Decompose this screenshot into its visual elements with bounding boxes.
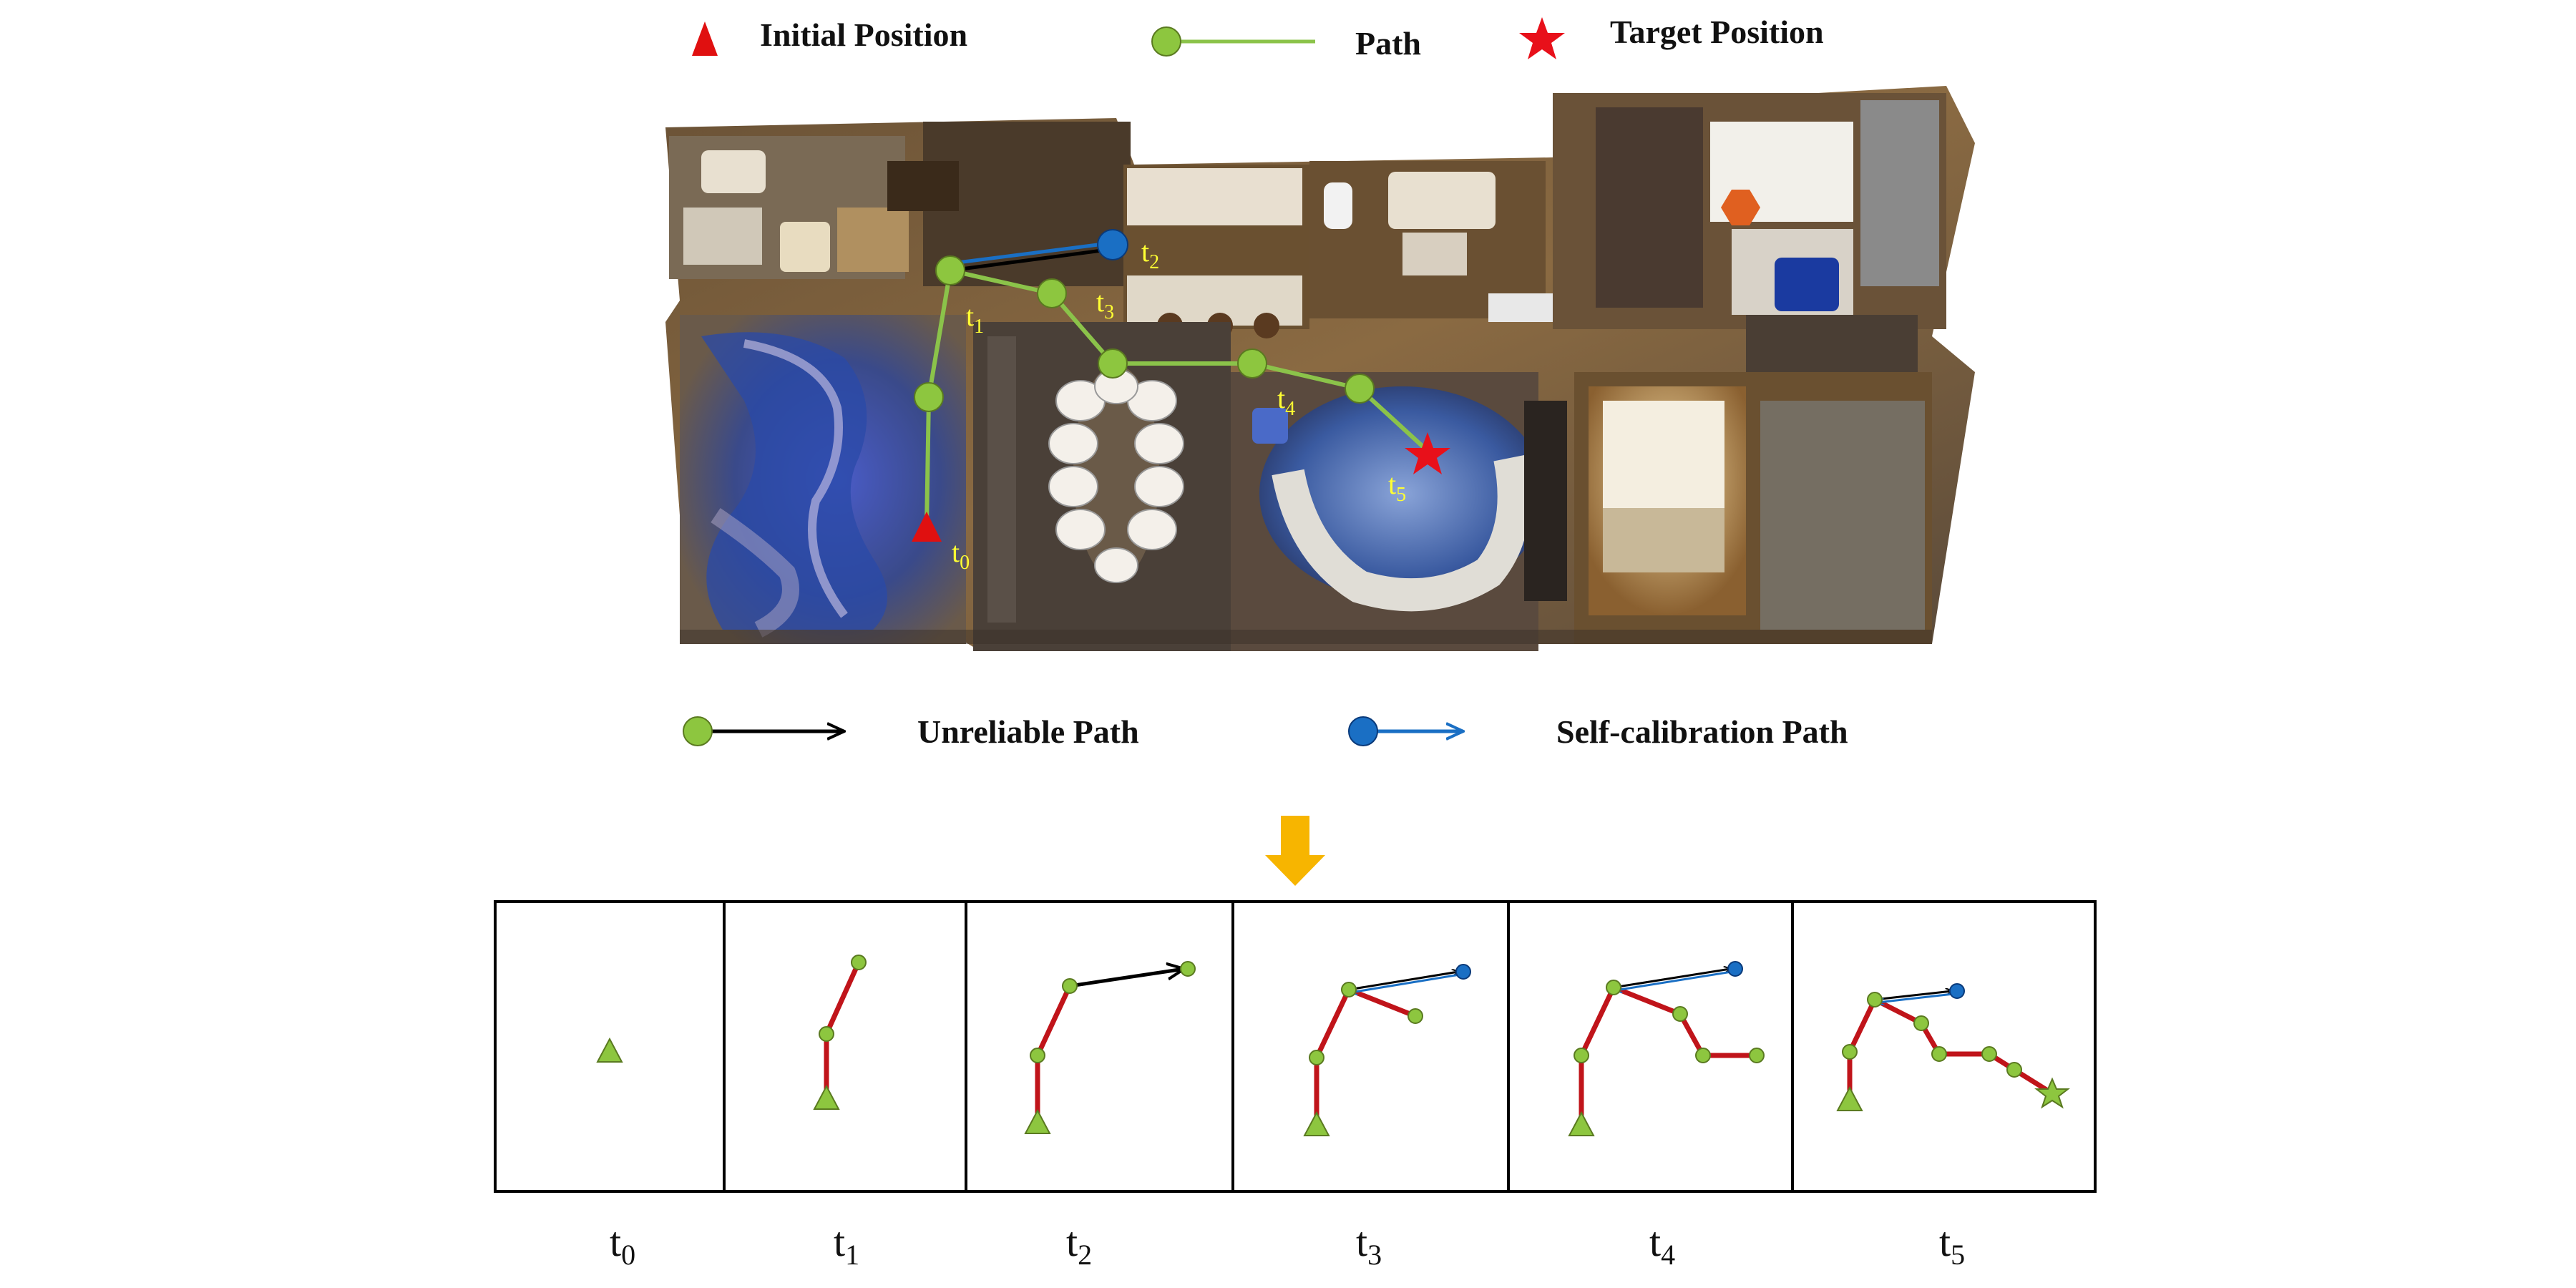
map-label-t2: t2: [1141, 235, 1159, 273]
panel-t0: [596, 1037, 623, 1063]
panel-t4: [1568, 961, 1765, 1136]
map-label-t3: t3: [1096, 286, 1114, 323]
panel-initial-triangle-icon: [596, 1037, 623, 1063]
panel-label-t0: t0: [610, 1219, 635, 1271]
panel-initial-triangle-icon: [1303, 1111, 1330, 1136]
panel-calibration-node-icon: [1455, 964, 1471, 980]
map-self-calibration-segment: [951, 241, 1110, 265]
panel-node-icon: [1574, 1048, 1589, 1063]
map-initial-triangle-icon: [912, 512, 942, 542]
legend-self-calibration-label: Self-calibration Path: [1556, 713, 1848, 750]
legend-target-label: Target Position: [1610, 14, 1824, 50]
panel-calibration-arrow: [1351, 973, 1460, 992]
panel-initial-triangle-icon: [813, 1084, 840, 1110]
panel-node-icon: [1672, 1006, 1688, 1022]
panel-label-t2: t2: [1066, 1219, 1092, 1271]
panel-calibration-node-icon: [1727, 961, 1743, 977]
panel-unreliable-arrow: [1613, 969, 1730, 989]
panel-node-icon: [1341, 982, 1357, 997]
map-label-t0: t0: [952, 536, 970, 574]
legend-initial-label: Initial Position: [760, 16, 967, 53]
panel-node-icon: [1030, 1048, 1045, 1063]
panel-node-icon: [2006, 1062, 2022, 1078]
map-node-icon: [1037, 278, 1067, 308]
panel-node-icon: [1749, 1048, 1765, 1063]
timeline-panels: [494, 900, 2097, 1193]
map-label-t1: t1: [966, 300, 984, 338]
down-arrow-icon: [1265, 816, 1325, 886]
map-node-icon: [935, 255, 965, 286]
initial-position-triangle-icon: [692, 21, 718, 56]
panel-unreliable-arrow: [1874, 991, 1952, 1001]
panel-calibration-node-icon: [1949, 983, 1965, 999]
panel-t5: [1836, 983, 2070, 1111]
legend-unreliable-label: Unreliable Path: [917, 713, 1139, 750]
panel-node-icon: [1407, 1008, 1423, 1024]
panel-strip-border: [494, 900, 2097, 1193]
panel-label-t3: t3: [1356, 1219, 1382, 1271]
panel-unreliable-arrow: [1348, 972, 1458, 991]
map-label-t4: t4: [1277, 382, 1295, 420]
panel-node-icon: [1842, 1044, 1858, 1060]
panel-node-icon: [1981, 1046, 1997, 1062]
legend-bottom: Unreliable Path Self-calibration Path: [683, 713, 1848, 750]
map-node-icon: [914, 382, 944, 412]
map-green-path: [924, 268, 1430, 528]
panel-initial-triangle-icon: [1836, 1085, 1863, 1111]
map-unreliable-segment: [950, 249, 1113, 273]
panel-node-icon: [1309, 1050, 1324, 1065]
panel-t1: [813, 955, 867, 1110]
path-legend-node-icon: [1151, 26, 1181, 57]
panel-node-icon: [819, 1026, 834, 1042]
panel-node-icon: [1606, 980, 1621, 995]
floor-plan-map: [665, 86, 1975, 651]
panel-node-icon: [851, 955, 867, 970]
panel-time-labels: t0 t1 t2 t3 t4 t5: [610, 1219, 1965, 1271]
panel-node-icon: [1695, 1048, 1711, 1063]
panel-label-t4: t4: [1649, 1219, 1675, 1271]
map-target-star-icon: [1405, 432, 1450, 474]
panel-node-icon: [1931, 1046, 1947, 1062]
map-path: t0 t1 t2 t3 t4 t5: [912, 229, 1450, 574]
panel-target-star-icon: [2034, 1077, 2070, 1109]
panel-node-icon: [1913, 1015, 1929, 1031]
panel-node-icon: [1062, 978, 1078, 994]
panel-t3: [1303, 964, 1471, 1136]
panel-label-t1: t1: [834, 1219, 859, 1271]
map-node-icon: [1237, 348, 1267, 379]
panel-node-icon: [1867, 992, 1883, 1008]
map-label-t5: t5: [1388, 468, 1406, 506]
panel-initial-triangle-icon: [1568, 1111, 1595, 1136]
unreliable-legend-node-icon: [683, 716, 713, 746]
panel-calibration-arrow: [1878, 992, 1954, 1002]
panel-calibration-arrow: [1616, 970, 1732, 990]
legend-path-label: Path: [1355, 25, 1421, 62]
map-node-icon: [1098, 348, 1128, 379]
panel-initial-triangle-icon: [1024, 1108, 1051, 1134]
panel-unreliable-arrow: [1069, 969, 1184, 988]
panel-node-icon: [1180, 961, 1196, 977]
map-calibration-node-icon: [1097, 229, 1128, 260]
calibration-legend-node-icon: [1348, 716, 1378, 746]
legend-top: Initial Position Path Target Position: [692, 14, 1824, 62]
panel-label-t5: t5: [1939, 1219, 1965, 1271]
panel-t2: [1024, 961, 1196, 1134]
target-position-star-icon: [1519, 17, 1565, 59]
map-node-icon: [1345, 374, 1375, 404]
